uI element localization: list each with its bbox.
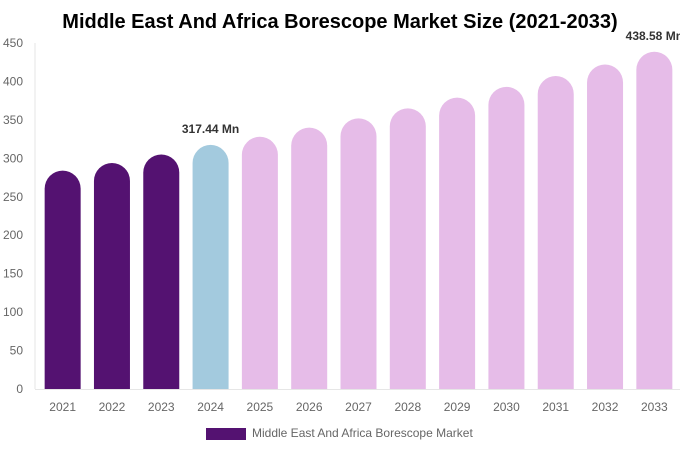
bar-2026[interactable] <box>291 127 328 390</box>
x-tick-label: 2028 <box>394 400 421 414</box>
x-tick-label: 2027 <box>345 400 372 414</box>
y-tick-label: 100 <box>3 305 23 319</box>
x-tick-label: 2025 <box>247 400 274 414</box>
legend-swatch <box>206 428 246 440</box>
x-tick-label: 2026 <box>296 400 323 414</box>
y-tick-label: 50 <box>10 344 24 358</box>
bar-2029[interactable] <box>439 97 476 389</box>
x-tick-label: 2023 <box>148 400 175 414</box>
y-tick-label: 450 <box>3 36 23 50</box>
bar-2024[interactable] <box>192 144 229 389</box>
x-tick-label: 2031 <box>542 400 569 414</box>
x-tick-label: 2024 <box>197 400 224 414</box>
bar-2028[interactable] <box>389 108 426 389</box>
x-tick-label: 2032 <box>592 400 619 414</box>
y-tick-label: 400 <box>3 74 23 88</box>
y-tick-label: 350 <box>3 113 23 127</box>
data-label: 438.58 Mn <box>626 29 680 43</box>
bar-2022[interactable] <box>93 162 130 389</box>
bar-2031[interactable] <box>537 76 574 389</box>
bar-2033[interactable] <box>636 51 673 390</box>
y-tick-label: 0 <box>16 382 23 396</box>
y-tick-label: 300 <box>3 151 23 165</box>
bar-2027[interactable] <box>340 118 377 389</box>
y-tick-label: 150 <box>3 267 23 281</box>
chart-title: Middle East And Africa Borescope Market … <box>62 11 617 33</box>
bar-2021[interactable] <box>44 170 81 389</box>
bar-2030[interactable] <box>488 86 525 389</box>
x-tick-label: 2030 <box>493 400 520 414</box>
x-tick-label: 2029 <box>444 400 471 414</box>
data-label: 317.44 Mn <box>182 122 239 136</box>
bar-2032[interactable] <box>587 64 624 389</box>
x-tick-label: 2021 <box>49 400 76 414</box>
legend-label[interactable]: Middle East And Africa Borescope Market <box>252 426 473 440</box>
x-tick-label: 2033 <box>641 400 668 414</box>
y-tick-label: 250 <box>3 190 23 204</box>
bar-2023[interactable] <box>143 154 180 389</box>
y-tick-label: 200 <box>3 228 23 242</box>
x-tick-label: 2022 <box>99 400 126 414</box>
bar-2025[interactable] <box>241 136 278 389</box>
